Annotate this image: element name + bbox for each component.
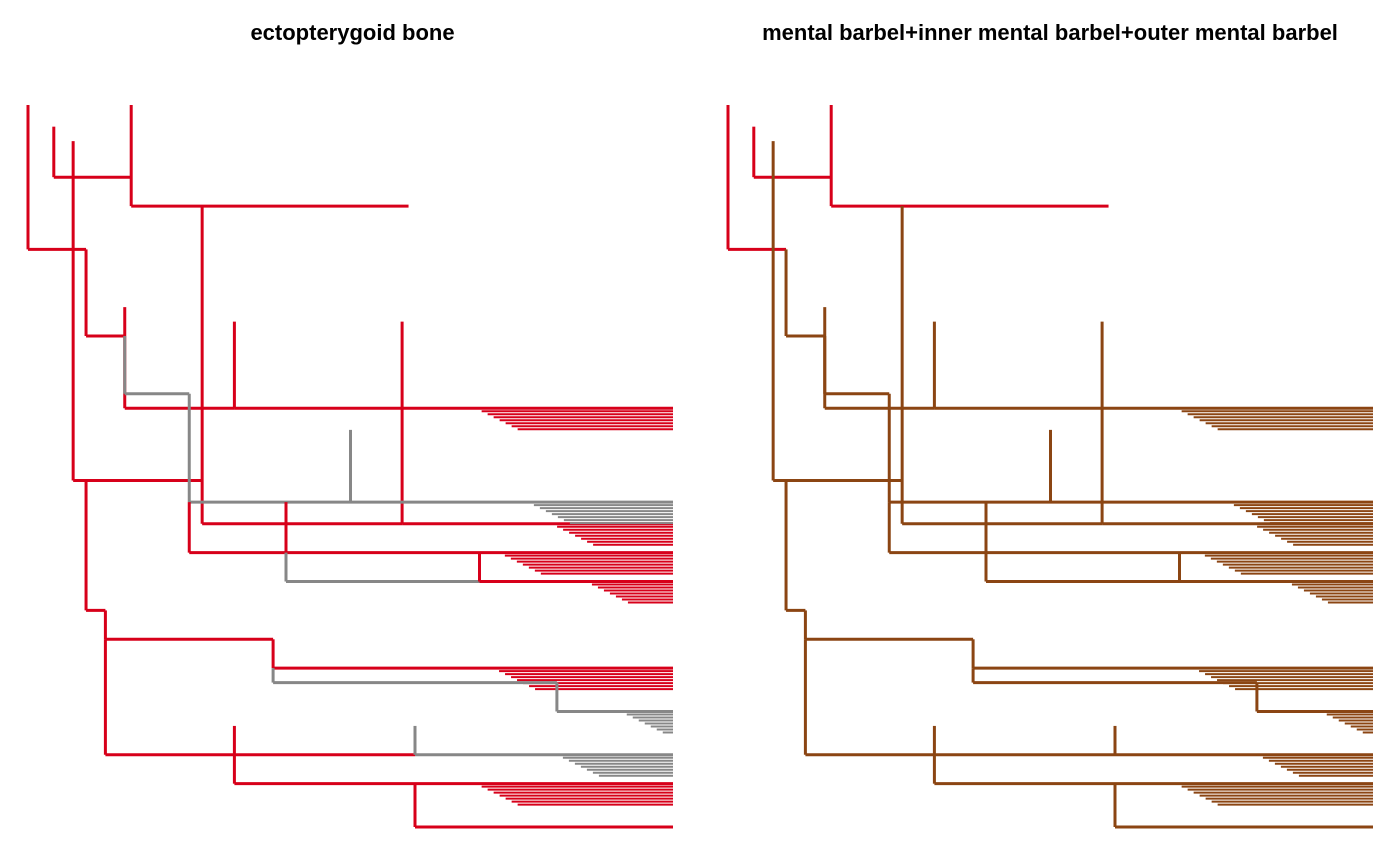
- panel-title-ectopterygoid-bone: ectopterygoid bone: [250, 20, 455, 45]
- panel-title-mental-barbel: mental barbel+inner mental barbel+outer …: [762, 20, 1338, 45]
- tree-ectopterygoid-bone: [26, 105, 673, 829]
- tree-mental-barbel: [726, 105, 1373, 829]
